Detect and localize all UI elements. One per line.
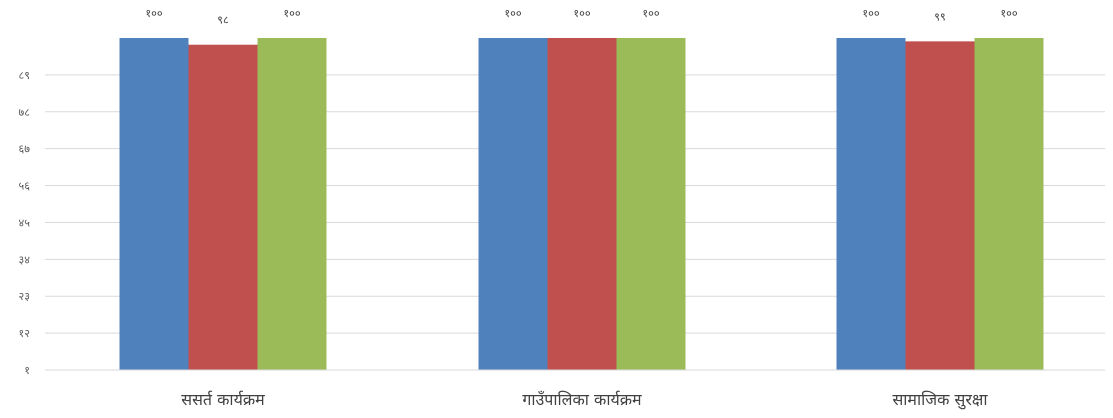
bar <box>188 44 258 371</box>
bar <box>547 38 617 370</box>
bar <box>974 38 1044 370</box>
y-tick-label: ३४ <box>19 253 31 266</box>
y-tick-label: २३ <box>19 290 30 303</box>
bars <box>119 38 1044 371</box>
y-tick-label: ६७ <box>19 143 31 156</box>
data-label: १०० <box>1000 7 1017 20</box>
x-tick-label: गाउँपालिका कार्यक्रम <box>522 390 642 409</box>
x-tick-label: ससर्त कार्यक्रम <box>181 390 265 409</box>
y-tick-label: ५६ <box>19 180 31 193</box>
y-tick-label: ७८ <box>19 106 31 119</box>
bar <box>257 38 327 370</box>
y-tick-label: १ <box>24 364 30 377</box>
data-label: १०० <box>283 7 300 20</box>
y-tick-label: ४५ <box>19 216 31 229</box>
bar <box>836 38 906 370</box>
bar <box>478 38 548 370</box>
data-label: ९९ <box>934 10 945 23</box>
data-label: १०० <box>862 7 879 20</box>
x-tick-label: सामाजिक सुरक्षा <box>892 390 988 410</box>
bar <box>616 38 686 370</box>
y-tick-label: १२ <box>19 327 30 340</box>
data-label: १०० <box>642 7 659 20</box>
bar <box>119 38 189 370</box>
data-labels: १०० ९८ १०० १०० १०० १०० १०० ९९ १०० <box>145 7 1017 27</box>
x-axis-labels: ससर्त कार्यक्रम गाउँपालिका कार्यक्रम सामाज… <box>181 390 988 410</box>
data-label: १०० <box>504 7 521 20</box>
data-label: १०० <box>145 7 162 20</box>
data-label: ९८ <box>217 14 229 27</box>
data-label: १०० <box>573 7 590 20</box>
y-axis-ticks: १ १२ २३ ३४ ४५ ५६ ६७ ७८ ८९ <box>19 69 31 377</box>
y-tick-label: ८९ <box>19 69 30 82</box>
bar <box>905 41 975 370</box>
